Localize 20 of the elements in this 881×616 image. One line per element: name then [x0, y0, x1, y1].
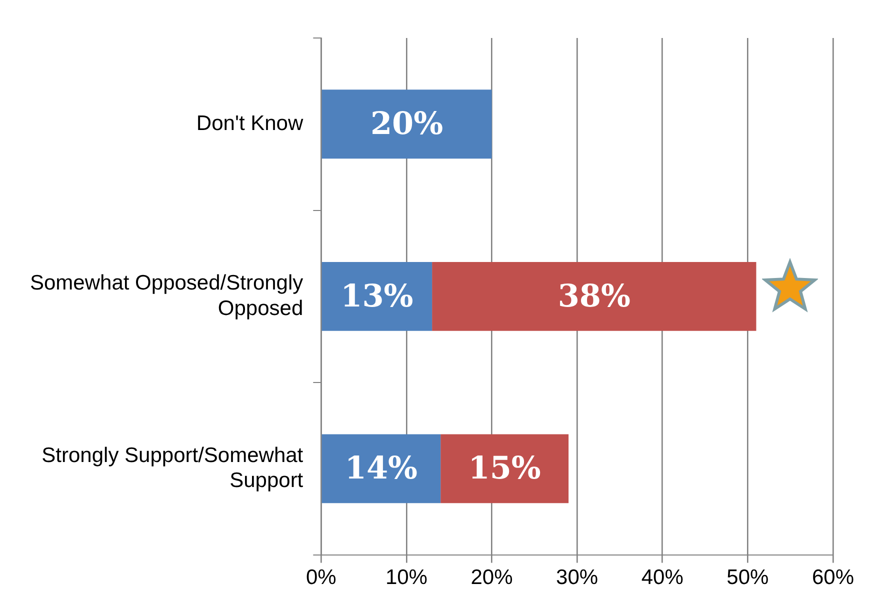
- y-tick-label: Strongly Support/Somewhat Support: [42, 444, 304, 492]
- data-label: 13%: [340, 278, 414, 314]
- bar: [322, 434, 441, 504]
- x-tick-label: 10%: [385, 566, 428, 590]
- y-tick-label: Don't Know: [196, 112, 304, 135]
- bar: [322, 262, 432, 331]
- x-tick-label: 60%: [812, 566, 854, 590]
- data-label: 15%: [468, 450, 541, 487]
- x-tick-label: 40%: [641, 566, 684, 590]
- data-label: 38%: [558, 278, 630, 314]
- bar: [432, 262, 756, 331]
- x-tick-label: 30%: [556, 566, 598, 590]
- bar: [440, 434, 569, 504]
- data-label: 14%: [344, 450, 418, 487]
- data-label: 20%: [370, 106, 444, 142]
- x-tick-label: 50%: [726, 566, 769, 590]
- bar: [322, 90, 492, 159]
- x-tick-label: 20%: [470, 566, 513, 590]
- x-tick-label: 0%: [306, 566, 336, 590]
- y-tick-label: Somewhat Opposed/Strongly Opposed: [30, 272, 304, 320]
